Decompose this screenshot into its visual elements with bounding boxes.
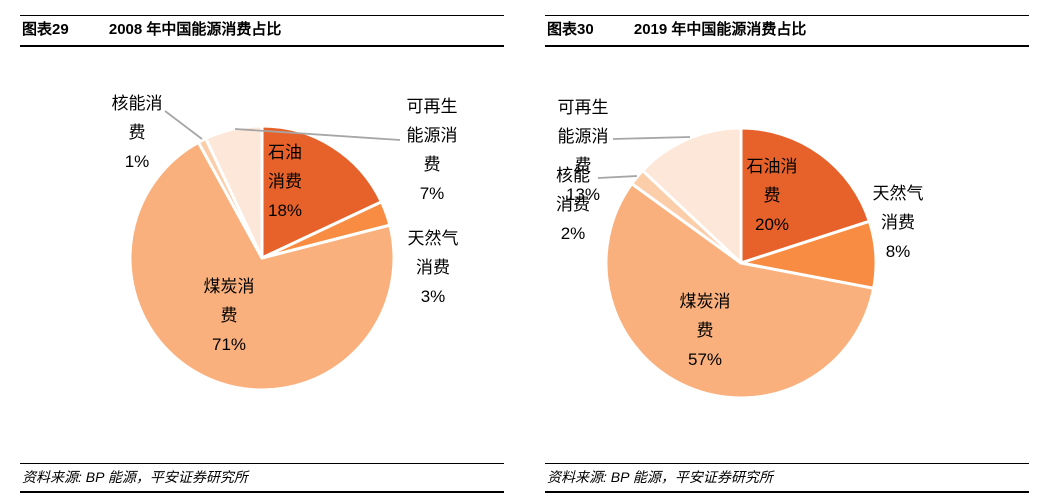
pie-slice-可再生能源消费 (641, 126, 743, 265)
pie-chart-svg (597, 126, 878, 400)
pie-slice-煤炭消费 (604, 182, 876, 400)
pie-slice-可再生能源消费 (204, 124, 264, 260)
nuclear-leader (164, 110, 203, 140)
figure-number: 图表30 (547, 21, 594, 38)
renewable-leader (612, 136, 691, 140)
pie-chart-2008: 石油 消费 18% 天然气 消费 3% 煤炭消费 71% 核能消费 1% 可再生 能源消费 7% (15, 44, 512, 460)
pie-slice-石油消费 (260, 124, 383, 260)
chart-panel-2008: 图表29 2008 年中国能源消费占比 石油 消费 18% 天然气 消费 3% 煤炭消费 71… (15, 0, 512, 496)
figure-title: 2019 年中国能源消费占比 (633, 21, 807, 38)
chart-panel-2019: 图表30 2019 年中国能源消费占比 石油消费 20% 天然气 消费 8% 煤炭消费 57… (540, 0, 1037, 496)
figure-header: 图表29 2008 年中国能源消费占比 (20, 15, 504, 47)
renewable-leader (234, 128, 401, 141)
figure-header: 图表30 2019 年中国能源消费占比 (545, 15, 1029, 47)
pie-chart-svg (128, 110, 401, 392)
figure-number: 图表29 (22, 21, 69, 38)
source-note: 资料来源: BP 能源，平安证券研究所 (20, 463, 504, 493)
nuclear-leader (597, 175, 638, 179)
pie-slice-煤炭消费 (128, 140, 396, 392)
pie-chart-2019: 石油消费 20% 天然气 消费 8% 煤炭消费 57% 可再生 能源消费 13% 核能 消费 2% (540, 44, 1037, 460)
source-note: 资料来源: BP 能源，平安证券研究所 (545, 463, 1029, 493)
figure-title: 2008 年中国能源消费占比 (108, 21, 282, 38)
pie-slice-石油消费 (739, 126, 871, 265)
